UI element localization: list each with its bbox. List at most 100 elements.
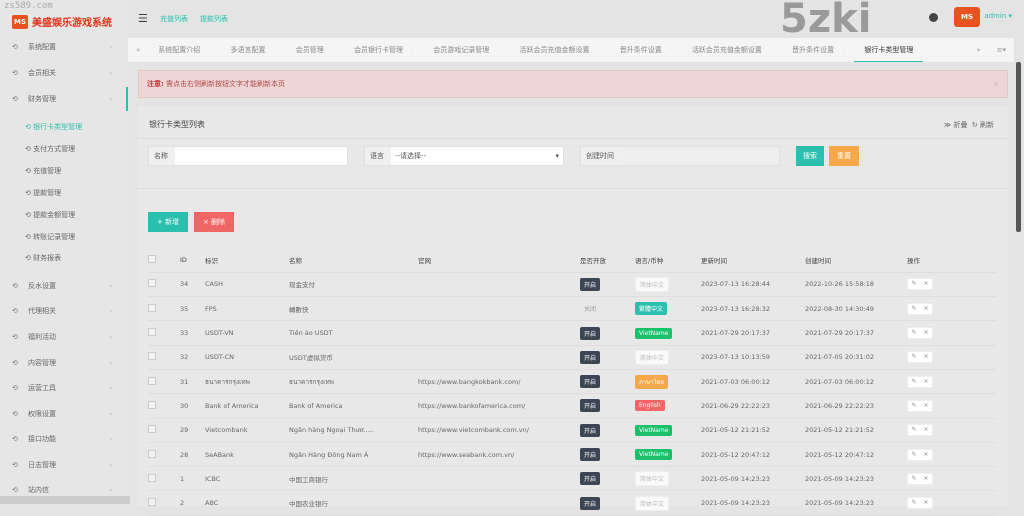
row-checkbox[interactable] [148, 425, 156, 434]
tab[interactable]: 晋升条件设置 · [610, 38, 682, 62]
tab[interactable]: 会员银行卡管理 · [344, 38, 423, 62]
delete-icon[interactable]: × [923, 450, 929, 458]
edit-icon[interactable]: ✎ [911, 329, 917, 337]
cell-site[interactable] [418, 466, 580, 492]
sidebar-subitem[interactable]: ⟲ 支付方式管理 [25, 144, 75, 154]
sidebar-item[interactable]: ⟲ 代理相关 › [0, 300, 128, 322]
sidebar-item[interactable]: ⟲ 运营工具 › [0, 377, 128, 399]
sidebar-subitem[interactable]: ⟲ 转账记录管理 [25, 232, 75, 242]
menu-toggle-icon[interactable]: ☰ [138, 12, 148, 25]
tab[interactable]: 银行卡类型管理 [854, 38, 924, 62]
edit-icon[interactable]: ✎ [911, 280, 917, 288]
reset-button[interactable]: 重置 [829, 146, 859, 166]
tab[interactable]: 活跃会员充值金额设置 · [682, 38, 782, 62]
user-menu[interactable]: admin ▾ [984, 12, 1012, 20]
refresh-button[interactable]: ↻ 刷新 [971, 121, 994, 129]
delete-icon[interactable]: × [923, 499, 929, 507]
tab[interactable]: 晋升条件设置 · [782, 38, 854, 62]
edit-icon[interactable]: ✎ [911, 353, 917, 361]
select-all-checkbox[interactable] [148, 254, 156, 263]
row-checkbox[interactable] [148, 498, 156, 507]
delete-icon[interactable]: × [923, 474, 929, 482]
delete-icon[interactable]: × [923, 329, 929, 337]
tab-close-icon[interactable]: · [411, 46, 414, 54]
delete-icon[interactable]: × [923, 304, 929, 312]
tab-close-icon[interactable]: · [669, 46, 672, 54]
tab-close-icon[interactable]: · [842, 46, 845, 54]
edit-icon[interactable]: ✎ [911, 474, 917, 482]
cell-site[interactable]: https://www.bankofamerica.com/ [418, 393, 580, 419]
row-checkbox[interactable] [148, 303, 156, 312]
tabs-scroll-left-icon[interactable]: « [136, 46, 141, 54]
row-checkbox[interactable] [148, 400, 156, 409]
sidebar-subitem[interactable]: ⟲ 充值管理 [25, 166, 61, 176]
tab[interactable]: 多语言配置 · [221, 38, 286, 62]
sidebar-item[interactable]: ⟲ 站内信 › [0, 479, 128, 501]
sidebar-item[interactable]: ⟲ 内容管理 › [0, 352, 128, 374]
delete-icon[interactable]: × [923, 426, 929, 434]
tab[interactable]: 系统配置介绍 · [148, 38, 220, 62]
theme-palette-icon[interactable] [929, 13, 938, 22]
edit-icon[interactable]: ✎ [911, 499, 917, 507]
tab[interactable]: 会员管理 · [286, 38, 344, 62]
row-checkbox[interactable] [148, 328, 156, 337]
created-time-input[interactable] [625, 147, 779, 165]
edit-icon[interactable]: ✎ [911, 401, 917, 409]
sidebar-subitem[interactable]: ⟲ 提款管理 [25, 188, 61, 198]
sidebar-item[interactable]: ⟲ 系统配置 › [0, 36, 128, 58]
tab-close-icon[interactable]: · [208, 46, 211, 54]
add-button[interactable]: + 新增 [148, 212, 188, 232]
tab-close-icon[interactable]: · [597, 46, 600, 54]
tab-close-icon[interactable]: · [273, 46, 276, 54]
row-checkbox[interactable] [148, 352, 156, 361]
delete-button[interactable]: × 删除 [194, 212, 234, 232]
cell-site[interactable]: https://www.seabank.com.vn/ [418, 442, 580, 468]
tab-close-icon[interactable]: · [331, 46, 334, 54]
cell-site[interactable]: https://www.vietcombank.com.vn/ [418, 418, 580, 443]
tab[interactable]: 会员游戏记录管理 · [423, 38, 509, 62]
cell-site[interactable]: https://www.bangkokbank.com/ [418, 369, 580, 395]
tabs-scroll-right-icon[interactable]: » [976, 46, 981, 54]
cell-site[interactable] [418, 272, 580, 298]
cell-site[interactable] [418, 296, 580, 322]
close-icon[interactable]: × [993, 80, 999, 88]
sidebar-item[interactable]: ⟲ 权限设置 › [0, 403, 128, 425]
delete-icon[interactable]: × [923, 377, 929, 385]
scrollbar[interactable] [1016, 62, 1021, 232]
sidebar-item[interactable]: ⟲ 日志管理 › [0, 454, 128, 476]
withdraw-list-link[interactable]: 提款列表 [200, 15, 228, 23]
tab-close-icon[interactable]: · [497, 46, 500, 54]
name-input[interactable] [175, 147, 347, 165]
cell-site[interactable] [418, 345, 580, 370]
recharge-list-link[interactable]: 充值列表 [160, 15, 188, 23]
language-select[interactable]: --请选择-- ▾ [391, 147, 563, 165]
collapse-button[interactable]: ≫ 折叠 [943, 121, 968, 129]
edit-icon[interactable]: ✎ [911, 450, 917, 458]
tab-close-icon[interactable]: · [769, 46, 773, 54]
logo[interactable]: MS 美盛娱乐游戏系统 [12, 14, 112, 29]
row-checkbox[interactable] [148, 376, 156, 385]
cell-site[interactable] [418, 490, 580, 516]
edit-icon[interactable]: ✎ [911, 377, 917, 385]
sidebar-subitem[interactable]: ⟲ 提款金额管理 [25, 210, 75, 220]
cell-site[interactable] [418, 320, 580, 346]
row-checkbox[interactable] [148, 473, 156, 482]
edit-icon[interactable]: ✎ [911, 426, 917, 434]
row-checkbox[interactable] [148, 279, 156, 288]
tabs-menu-icon[interactable]: ≡▾ [996, 46, 1006, 54]
avatar[interactable]: MS [954, 7, 980, 27]
delete-icon[interactable]: × [923, 353, 929, 361]
edit-icon[interactable]: ✎ [911, 304, 917, 312]
sidebar-item[interactable]: ⟲ 接口功能 › [0, 428, 128, 450]
sidebar-item[interactable]: ⟲ 反水设置 › [0, 275, 128, 297]
sidebar-item[interactable]: ⟲ 会员相关 › [0, 62, 128, 84]
sidebar-subitem[interactable]: ⟲ 财务报表 [25, 253, 61, 263]
row-checkbox[interactable] [148, 449, 156, 458]
delete-icon[interactable]: × [923, 280, 929, 288]
search-button[interactable]: 搜索 [796, 146, 824, 166]
tab[interactable]: 活跃会员充值金额设置 · [509, 38, 609, 62]
sidebar-item[interactable]: ⟲ 福利活动 › [0, 326, 128, 348]
sidebar-item[interactable]: ⟲ 财务管理 › [0, 88, 128, 110]
sidebar-subitem[interactable]: ⟲ 银行卡类型管理 [25, 122, 82, 132]
delete-icon[interactable]: × [923, 401, 929, 409]
